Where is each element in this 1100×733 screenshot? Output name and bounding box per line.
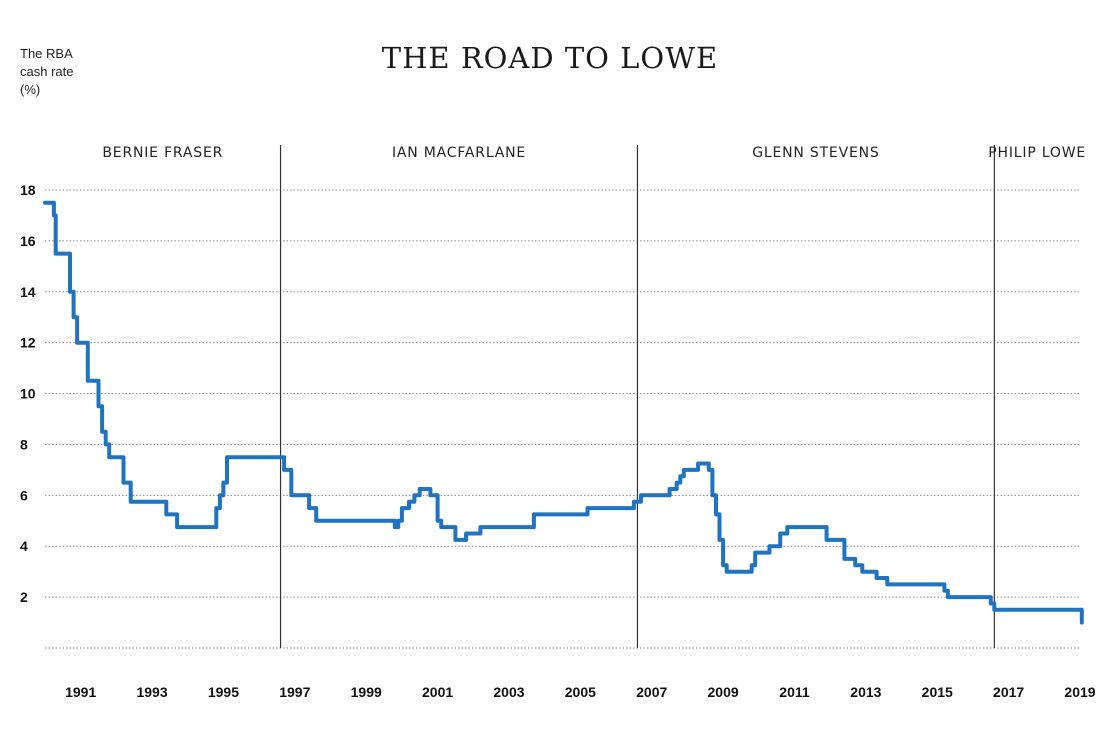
y-axis-ticks: 2 4 6 8 10 12 14 16 18 bbox=[20, 182, 36, 605]
era-labels: BERNIE FRASER IAN MACFARLANE GLENN STEVENS… bbox=[102, 145, 1086, 161]
y-axis-label-line: (%) bbox=[20, 82, 40, 97]
y-tick-label: 16 bbox=[20, 233, 36, 249]
y-tick-label: 8 bbox=[20, 436, 28, 452]
y-tick-label: 10 bbox=[20, 386, 36, 402]
gridlines bbox=[45, 189, 1080, 649]
era-label: GLENN STEVENS bbox=[752, 145, 879, 161]
series-layer bbox=[43, 200, 1084, 625]
x-tick-label: 1997 bbox=[279, 684, 310, 700]
y-axis-label: The RBA cash rate (%) bbox=[20, 46, 77, 97]
era-label: BERNIE FRASER bbox=[102, 145, 223, 161]
cash-rate-line bbox=[43, 200, 1084, 625]
y-tick-label: 12 bbox=[20, 335, 36, 351]
y-tick-label: 14 bbox=[20, 284, 36, 300]
x-tick-label: 1995 bbox=[208, 684, 239, 700]
era-dividers bbox=[279, 145, 995, 648]
x-axis-ticks: 1991 1993 1995 1997 1999 2001 2003 2005 2007 2009… bbox=[65, 684, 1096, 700]
x-tick-label: 1991 bbox=[65, 684, 96, 700]
y-tick-label: 2 bbox=[20, 589, 28, 605]
x-tick-label: 2003 bbox=[493, 684, 524, 700]
x-tick-label: 2001 bbox=[422, 684, 453, 700]
y-tick-label: 18 bbox=[20, 182, 36, 198]
y-axis-label-line: The RBA bbox=[20, 46, 73, 61]
x-tick-label: 2019 bbox=[1064, 684, 1095, 700]
x-tick-label: 1999 bbox=[351, 684, 382, 700]
x-tick-label: 2009 bbox=[708, 684, 739, 700]
y-axis-label-line: cash rate bbox=[20, 64, 73, 79]
x-tick-label: 2007 bbox=[636, 684, 667, 700]
x-tick-label: 2017 bbox=[993, 684, 1024, 700]
era-label: PHILIP LOWE bbox=[988, 145, 1086, 161]
x-tick-label: 2011 bbox=[779, 684, 810, 700]
era-label: IAN MACFARLANE bbox=[392, 145, 526, 161]
x-tick-label: 2013 bbox=[850, 684, 881, 700]
y-tick-label: 4 bbox=[20, 538, 28, 554]
x-tick-label: 2015 bbox=[922, 684, 953, 700]
y-tick-label: 6 bbox=[20, 487, 28, 503]
chart-title: THE ROAD TO LOWE bbox=[382, 41, 718, 75]
x-tick-label: 1993 bbox=[136, 684, 167, 700]
x-tick-label: 2005 bbox=[565, 684, 596, 700]
